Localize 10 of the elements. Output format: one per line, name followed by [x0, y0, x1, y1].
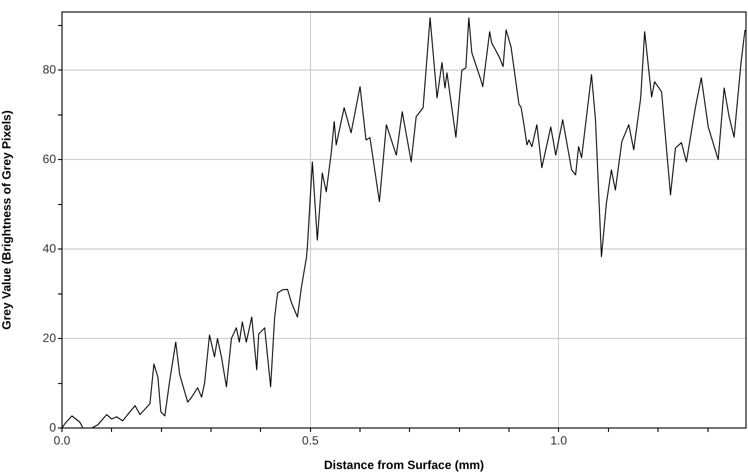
y-tick-label: 0: [49, 420, 56, 434]
y-tick-label: 60: [42, 152, 56, 166]
y-axis-title: Grey Value (Brightness of Grey Pixels): [0, 110, 14, 330]
x-axis-title: Distance from Surface (mm): [324, 458, 484, 472]
x-tick-label: 0.5: [302, 434, 320, 448]
x-tick-label: 0.0: [54, 434, 71, 448]
x-tick-label: 1.0: [550, 434, 568, 448]
y-tick-label: 40: [42, 241, 56, 256]
y-tick-label: 80: [42, 62, 56, 76]
y-tick-label: 20: [42, 330, 56, 345]
